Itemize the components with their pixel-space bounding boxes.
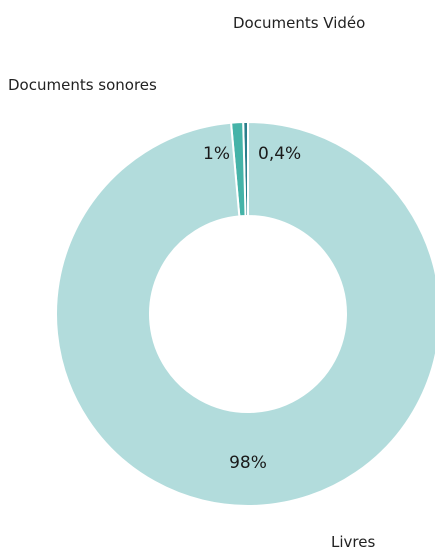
category-label-livres: Livres — [331, 533, 376, 551]
category-label-documents-video: Documents Vidéo — [233, 14, 366, 32]
data-label-documents-vid-o: 0,4% — [258, 144, 301, 164]
data-label-documents-sonores: 1% — [203, 144, 230, 164]
data-label-livres: 98% — [229, 453, 267, 473]
donut-slice-livres — [55, 120, 435, 507]
category-label-documents-sonores: Documents sonores — [8, 76, 157, 94]
